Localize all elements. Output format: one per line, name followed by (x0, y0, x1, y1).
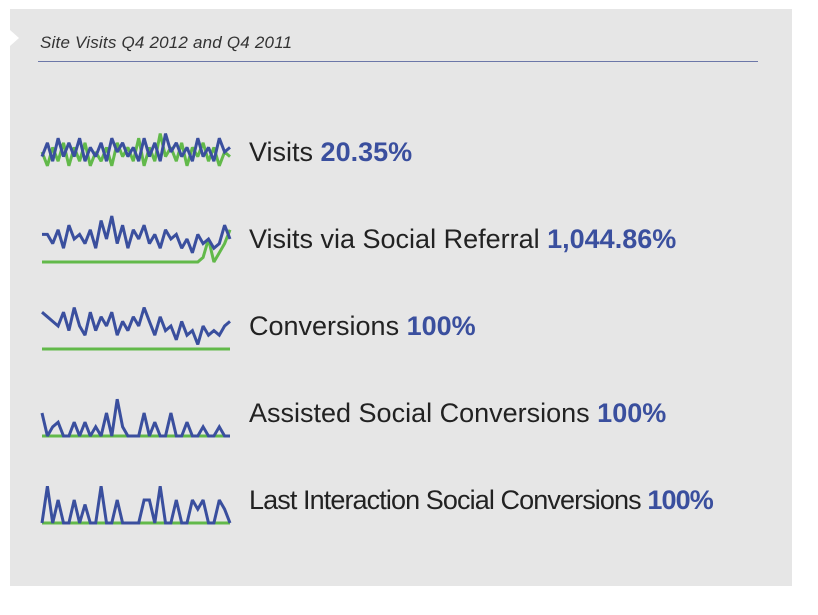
metric-value: 1,044.86% (547, 224, 677, 254)
metric-name: Last Interaction Social Conversions (249, 485, 642, 515)
report-panel (10, 9, 792, 586)
metric-row-visits: Visits 20.35% (40, 123, 800, 183)
sparkline-social-referral (42, 215, 232, 264)
metric-name: Assisted Social Conversions (249, 398, 590, 428)
metric-label-conversions: Conversions 100% (249, 311, 476, 342)
chart-title: Site Visits Q4 2012 and Q4 2011 (40, 33, 293, 52)
sparkline-assisted-social (40, 398, 230, 438)
metric-name: Visits (249, 137, 314, 167)
metric-label-visits: Visits 20.35% (249, 137, 412, 168)
series-line-q4-2012 (40, 133, 231, 162)
series-line-q4-2012 (40, 398, 230, 438)
metric-row-assisted-social: Assisted Social Conversions 100% (40, 384, 800, 444)
metric-label-last-interaction: Last Interaction Social Conversions 100% (249, 485, 714, 516)
metric-name: Visits via Social Referral (249, 224, 540, 254)
metric-value: 100% (597, 398, 667, 428)
metric-row-conversions: Conversions 100% (40, 297, 800, 357)
metric-value: 100% (406, 311, 476, 341)
metric-label-social-referral: Visits via Social Referral 1,044.86% (249, 224, 676, 255)
metric-label-assisted-social: Assisted Social Conversions 100% (249, 398, 666, 429)
title-divider (38, 61, 758, 62)
metric-value: 20.35% (320, 137, 413, 167)
metric-value: 100% (647, 485, 713, 515)
metric-row-social-referral: Visits via Social Referral 1,044.86% (40, 210, 800, 270)
series-line-q4-2012 (42, 215, 232, 254)
series-line-q4-2012 (40, 485, 232, 525)
metric-name: Conversions (249, 311, 400, 341)
series-line-q4-2012 (41, 307, 231, 345)
metric-row-last-interaction: Last Interaction Social Conversions 100% (40, 471, 800, 531)
panel-notch (10, 30, 19, 46)
sparkline-conversions (41, 307, 231, 351)
sparkline-last-interaction (40, 485, 232, 525)
series-line-q4-2011 (42, 229, 232, 264)
sparkline-visits (40, 133, 231, 167)
